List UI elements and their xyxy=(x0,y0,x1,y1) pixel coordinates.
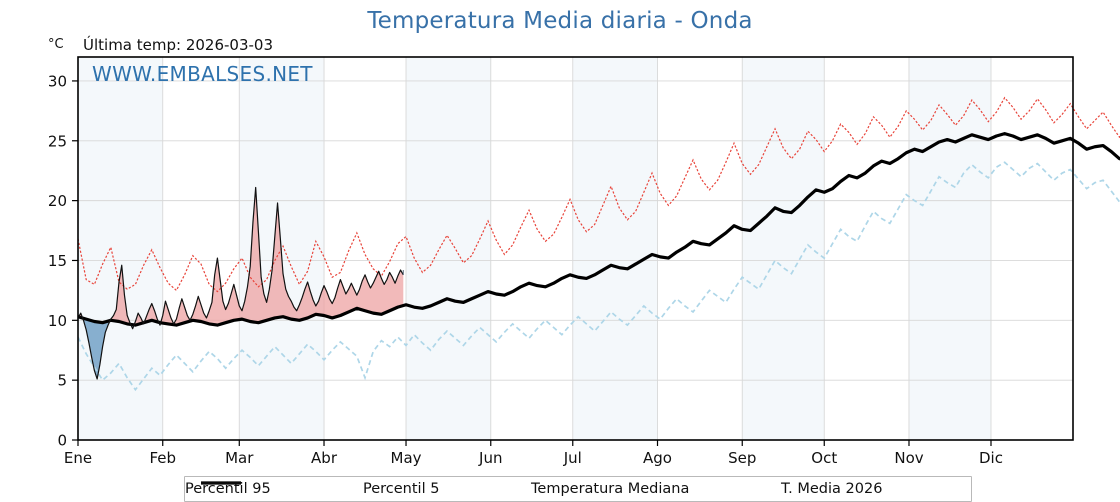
month-band xyxy=(406,57,491,440)
y-tick-label: 5 xyxy=(57,372,67,390)
legend-label: Percentil 5 xyxy=(363,481,440,497)
fill-above-median xyxy=(143,303,161,323)
legend-item-2[interactable]: Percentil 5 xyxy=(201,477,531,501)
series-t-media-2026 xyxy=(77,186,404,380)
month-band xyxy=(908,57,991,440)
fill-below-median xyxy=(80,317,111,379)
series-percentil-5 xyxy=(77,161,1120,392)
x-tick-label: Abr xyxy=(311,449,338,467)
x-tick-label: Ago xyxy=(643,449,672,467)
series-temperatura-mediana xyxy=(77,132,1120,327)
x-tick-label: Nov xyxy=(894,449,923,467)
series-lines xyxy=(77,96,1120,392)
y-tick-label: 30 xyxy=(48,72,67,90)
y-axis-unit-label: °C xyxy=(48,37,64,52)
legend-label: T. Media 2026 xyxy=(781,481,883,497)
x-tick-label: Sep xyxy=(728,449,756,467)
fill-above-median xyxy=(108,265,133,325)
legend-label: Temperatura Mediana xyxy=(531,481,690,497)
plot-frame xyxy=(77,56,1074,441)
y-tick-label: 15 xyxy=(48,252,67,270)
legend-item-3[interactable]: Temperatura Mediana xyxy=(201,477,781,501)
y-tick-label: 0 xyxy=(57,432,67,450)
x-tick-label: May xyxy=(391,449,422,467)
month-band xyxy=(78,57,163,440)
y-tick-label: 10 xyxy=(48,312,67,330)
x-tick-label: Jul xyxy=(563,449,582,467)
site-watermark: WWW.EMBALSES.NET xyxy=(92,62,313,86)
x-tick-label: Dic xyxy=(979,449,1003,467)
last-temp-subtitle: Última temp: 2026-03-03 xyxy=(83,36,274,54)
x-tick-label: Feb xyxy=(149,449,176,467)
series-percentil-95 xyxy=(77,96,1120,293)
month-bands xyxy=(78,57,991,440)
month-band xyxy=(742,57,825,440)
chart-title: Temperatura Media diaria - Onda xyxy=(367,8,753,34)
legend-item-4[interactable]: T. Media 2026 xyxy=(201,477,961,501)
x-tick-label: Mar xyxy=(225,449,254,467)
legend-swatch xyxy=(201,482,241,484)
y-tick-label: 25 xyxy=(48,132,67,150)
y-tick-label: 20 xyxy=(48,192,67,210)
legend-label: Percentil 95 xyxy=(185,481,271,497)
x-tick-label: Ene xyxy=(64,449,92,467)
x-tick-label: Jun xyxy=(478,449,502,467)
axes: 0 5 10 15 20 25 30 Ene Feb Mar Abr May Jun Jul Ago Sep O… xyxy=(48,56,1074,467)
x-tick-label: Oct xyxy=(811,449,837,467)
month-band xyxy=(572,57,658,440)
chart-legend: Percentil 95 Percentil 5 Temperatura Media… xyxy=(184,476,972,502)
